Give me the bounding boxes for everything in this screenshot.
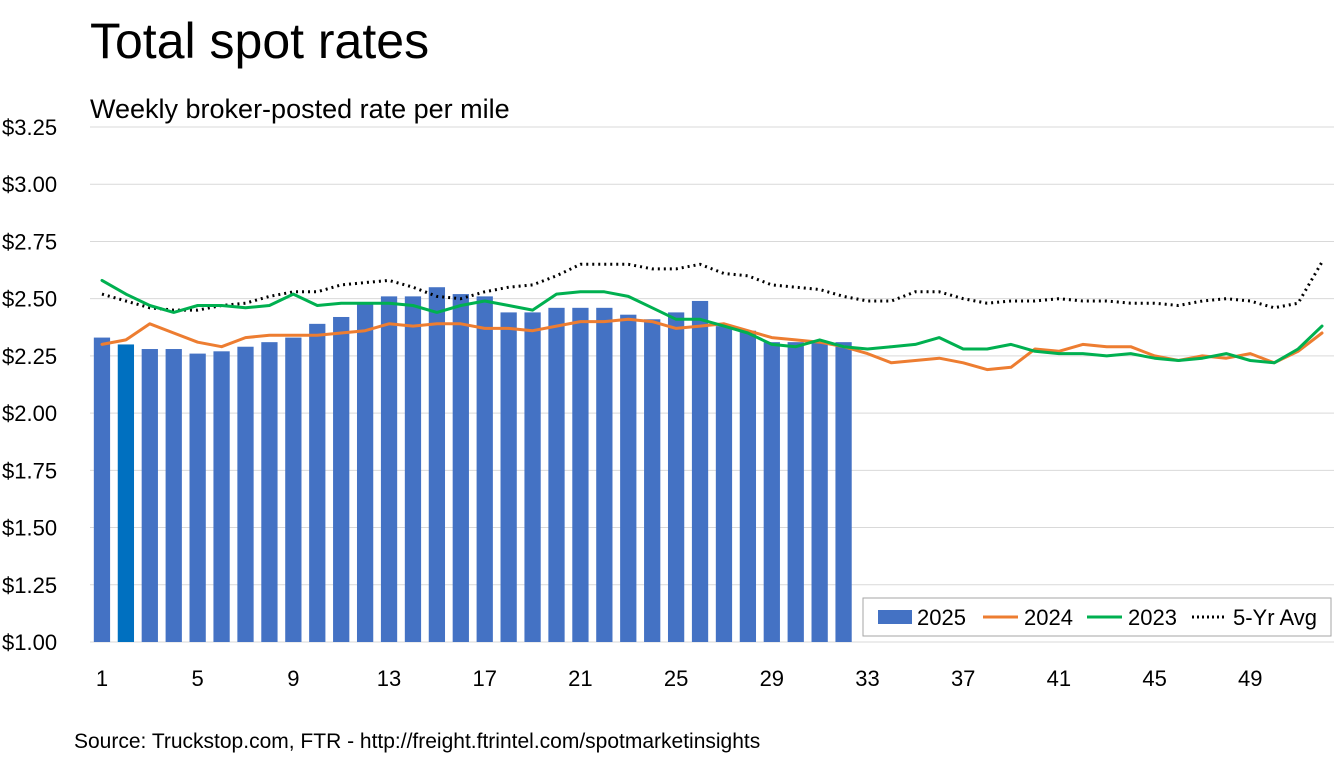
- bar-2025-week-8: [261, 342, 278, 642]
- y-tick-label: $2.00: [2, 401, 57, 426]
- bar-2025-week-30: [787, 342, 804, 642]
- bar-2025-week-5: [189, 353, 206, 642]
- bar-2025-week-28: [739, 330, 757, 642]
- bar-2025-week-21: [572, 307, 589, 642]
- legend: 2025 2024 2023 5-Yr Avg: [862, 597, 1332, 637]
- x-tick-label: 37: [951, 666, 975, 691]
- bar-2025-week-4: [165, 349, 182, 642]
- y-tick-label: $1.75: [2, 458, 57, 483]
- line-series: [100, 261, 1324, 372]
- bar-2025-week-17: [476, 296, 493, 642]
- x-tick-label: 17: [472, 666, 496, 691]
- bar-2025-week-15: [428, 287, 446, 642]
- bar-2025-week-13: [380, 296, 398, 642]
- bar-2025-week-14: [404, 296, 422, 642]
- y-tick-label: $1.00: [2, 630, 57, 655]
- x-axis-ticks: 1 5 9 13 17 21 25 29 33 37 41 45 49: [96, 666, 1263, 691]
- x-tick-label: 49: [1238, 666, 1262, 691]
- x-tick-label: 21: [568, 666, 592, 691]
- y-tick-label: $1.25: [2, 573, 57, 598]
- legend-label-2025: 2025: [917, 605, 966, 630]
- bar-2025-week-7: [237, 346, 254, 642]
- bar-2025-week-20: [548, 307, 565, 642]
- series-2025-bars: [93, 287, 852, 642]
- bar-2025-week-11: [333, 316, 350, 642]
- bar-2025-week-2: [117, 344, 135, 642]
- bar-2025-week-32: [835, 342, 852, 642]
- y-axis-ticks: $1.00 $1.25 $1.50 $1.75 $2.00 $2.25 $2.50 $2.75…: [2, 115, 57, 655]
- bar-2025-week-29: [763, 342, 780, 642]
- bar-2025-week-24: [644, 319, 661, 642]
- legend-label-2023: 2023: [1128, 605, 1177, 630]
- x-tick-label: 9: [287, 666, 299, 691]
- bar-2025-week-26: [691, 300, 709, 642]
- line-5-yr-avg: [101, 261, 1324, 312]
- bar-2025-week-3: [141, 349, 158, 642]
- bar-2025-week-1: [93, 337, 111, 642]
- x-tick-label: 25: [664, 666, 688, 691]
- bar-2025-week-6: [213, 351, 230, 642]
- bar-2025-week-31: [811, 342, 828, 642]
- bar-2025-week-16: [452, 294, 469, 642]
- bar-2025-week-9: [285, 337, 302, 642]
- legend-swatch-2025: [878, 610, 912, 624]
- x-tick-label: 1: [96, 666, 108, 691]
- bar-2025-week-22: [596, 307, 613, 642]
- legend-label-5yr-avg: 5-Yr Avg: [1233, 605, 1317, 630]
- y-tick-label: $2.25: [2, 344, 57, 369]
- x-tick-label: 45: [1142, 666, 1166, 691]
- bar-2025-week-18: [500, 312, 517, 642]
- chart-subtitle: Weekly broker-posted rate per mile: [90, 94, 510, 124]
- x-tick-label: 29: [760, 666, 784, 691]
- y-tick-label: $2.50: [2, 287, 57, 312]
- x-tick-label: 33: [855, 666, 879, 691]
- line-2024: [100, 317, 1324, 372]
- y-tick-label: $1.50: [2, 516, 57, 541]
- y-tick-label: $2.75: [2, 229, 57, 254]
- line-2023: [100, 278, 1324, 365]
- legend-label-2024: 2024: [1024, 605, 1073, 630]
- y-tick-label: $3.25: [2, 115, 57, 140]
- chart-title: Total spot rates: [90, 13, 429, 69]
- x-tick-label: 41: [1047, 666, 1071, 691]
- bar-2025-week-12: [356, 303, 374, 642]
- x-tick-label: 13: [377, 666, 401, 691]
- y-tick-label: $3.00: [2, 172, 57, 197]
- x-tick-label: 5: [192, 666, 204, 691]
- bar-2025-week-25: [667, 312, 685, 642]
- bar-2025-week-23: [620, 314, 637, 642]
- bar-2025-week-19: [524, 312, 541, 642]
- bar-2025-week-27: [715, 326, 733, 642]
- source-note: Source: Truckstop.com, FTR - http://frei…: [74, 730, 760, 753]
- bar-2025-week-10: [309, 323, 326, 642]
